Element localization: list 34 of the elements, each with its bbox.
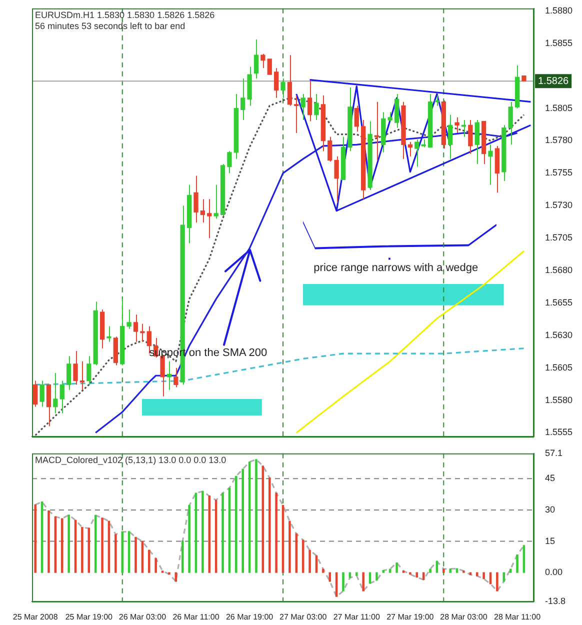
y-tick-label: 1.5655 <box>545 297 573 308</box>
y-tick-label: 1.5555 <box>545 427 573 438</box>
x-tick-label: 26 Mar 11:00 <box>172 612 220 622</box>
y-tick-label: 57.1 <box>545 448 563 458</box>
x-tick-label: 26 Mar 19:00 <box>226 612 274 622</box>
y-tick-label: 1.5780 <box>545 135 573 146</box>
x-tick-label: 27 Mar 19:00 <box>386 612 434 622</box>
y-tick-label: 1.5630 <box>545 330 573 340</box>
y-tick-label: 45 <box>545 473 556 484</box>
y-tick-label: 1.5880 <box>545 5 573 16</box>
chart-title: MACD_Colored_v102 (5,13,1) 13.0 0.0 0.0 13.0 <box>35 455 226 466</box>
x-tick-label: 27 Mar 11:00 <box>333 612 380 622</box>
x-tick-label: 26 Mar 03:00 <box>118 612 167 622</box>
x-tick-label: 27 Mar 03:00 <box>280 612 328 622</box>
y-tick-label: 1.5805 <box>545 102 573 113</box>
y-tick-label: 0.00 <box>545 567 563 578</box>
y-tick-label: 1.5580 <box>545 394 573 405</box>
text: 56 minutes 53 seconds left to bar end <box>35 21 186 32</box>
y-tick-label: -13.8 <box>545 596 566 606</box>
y-tick-label: 1.5680 <box>545 264 573 275</box>
ref-line-label: 1.5826 <box>538 76 570 87</box>
y-tick-label: 15 <box>545 536 556 546</box>
y-tick-label: 1.5705 <box>545 232 573 243</box>
chart-title: EURUSDm.H1 1.5830 1.5830 1.5826 1.5826 <box>35 10 215 22</box>
x-tick-label: 28 Mar 03:00 <box>440 612 488 622</box>
y-tick-label: 1.5755 <box>545 168 573 178</box>
annotation: price range narrows with a wedge <box>314 262 478 274</box>
y-tick-label: 1.5855 <box>545 38 573 48</box>
y-tick-label: 30 <box>545 504 556 514</box>
x-tick-label: 25 Mar 2008 <box>12 612 58 622</box>
x-tick-label: 28 Mar 11:00 <box>494 612 542 622</box>
y-tick-label: 1.5605 <box>545 362 573 372</box>
x-tick-label: 25 Mar 19:00 <box>65 612 114 622</box>
y-tick-label: 1.5730 <box>545 200 573 210</box>
